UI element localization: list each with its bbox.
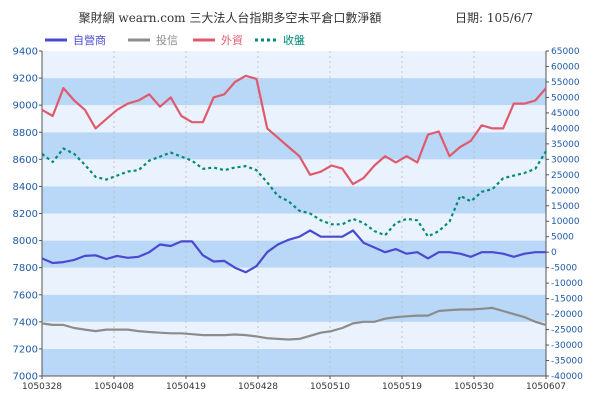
left-tick-label: 8800 <box>13 128 38 139</box>
left-tick-label: 7200 <box>13 344 38 355</box>
plot-bands <box>42 51 546 376</box>
x-tick-label: 1050428 <box>238 382 278 392</box>
plot-band <box>42 294 546 322</box>
series-layer <box>41 74 547 341</box>
right-tick-label: 0 <box>551 248 557 258</box>
series-line-0 <box>41 229 546 274</box>
series-line-3 <box>41 147 547 238</box>
left-tick-label: 9400 <box>13 47 38 58</box>
left-tick-label: 7800 <box>13 263 38 274</box>
legend-label: 自營商 <box>73 33 106 47</box>
chart-date: 日期: 105/6/7 <box>455 11 533 25</box>
x-tick-label: 1050328 <box>22 382 62 392</box>
plot-band <box>42 213 546 241</box>
series-line-2 <box>41 74 547 186</box>
right-tick-label: 25000 <box>551 171 580 181</box>
x-tick-label: 1050419 <box>166 382 206 392</box>
right-tick-label: 50000 <box>551 93 580 103</box>
right-tick-label: 5000 <box>551 233 574 243</box>
axes: 7000 7200 7400 7600 7800 8000 8200 8400 8600 8800… <box>13 47 584 393</box>
plot-band <box>42 321 546 349</box>
right-tick-label: -15000 <box>551 295 583 305</box>
right-tick-label: 35000 <box>551 140 580 150</box>
right-tick-label: 65000 <box>551 47 580 57</box>
right-tick-label: 20000 <box>551 186 580 196</box>
chart-title: 聚財網 wearn.com 三大法人台指期多空未平倉口數淨額 <box>79 10 382 25</box>
right-tick-label: -30000 <box>551 341 583 351</box>
right-tick-label: -10000 <box>551 279 583 289</box>
right-tick-label: 60000 <box>551 62 580 72</box>
right-tick-label: -20000 <box>551 310 583 320</box>
plot-band <box>42 267 546 295</box>
plot-band <box>42 186 546 214</box>
left-tick-label: 7600 <box>13 290 38 301</box>
plot-band <box>42 78 546 106</box>
right-tick-label: 30000 <box>551 155 580 165</box>
right-tick-label: 40000 <box>551 124 580 134</box>
left-tick-label: 9200 <box>13 74 38 85</box>
plot-band <box>42 348 546 376</box>
left-tick-label: 7400 <box>13 317 38 328</box>
series-line-1 <box>41 306 547 341</box>
plot-band <box>42 132 546 160</box>
right-tick-label: 55000 <box>551 78 580 88</box>
x-tick-label: 1050530 <box>454 382 494 392</box>
left-tick-label: 8400 <box>13 182 38 193</box>
left-tick-label: 8600 <box>13 155 38 166</box>
left-tick-label: 8200 <box>13 209 38 220</box>
legend-label: 收盤 <box>283 33 305 47</box>
plot-band <box>42 240 546 268</box>
right-tick-label: 10000 <box>551 217 580 227</box>
legend: 自營商 投信 外資 收盤 <box>45 33 305 47</box>
left-tick-label: 9000 <box>13 101 38 112</box>
x-tick-label: 1050510 <box>310 382 350 392</box>
legend-label: 外資 <box>221 34 243 47</box>
right-tick-label: -35000 <box>551 357 583 367</box>
legend-label: 投信 <box>156 33 178 47</box>
left-tick-label: 8000 <box>13 236 38 247</box>
left-tick-label: 7000 <box>13 372 38 383</box>
plot-band <box>42 51 546 79</box>
plot-band <box>42 159 546 187</box>
right-tick-label: 45000 <box>551 109 580 119</box>
x-tick-label: 1050519 <box>382 382 422 392</box>
right-tick-label: 15000 <box>551 202 580 212</box>
x-tick-label: 1050607 <box>526 382 566 392</box>
right-tick-label: -40000 <box>551 372 583 382</box>
plot-band <box>42 105 546 133</box>
x-tick-label: 1050408 <box>94 382 134 392</box>
right-tick-label: -5000 <box>551 264 577 274</box>
right-tick-label: -25000 <box>551 326 583 336</box>
